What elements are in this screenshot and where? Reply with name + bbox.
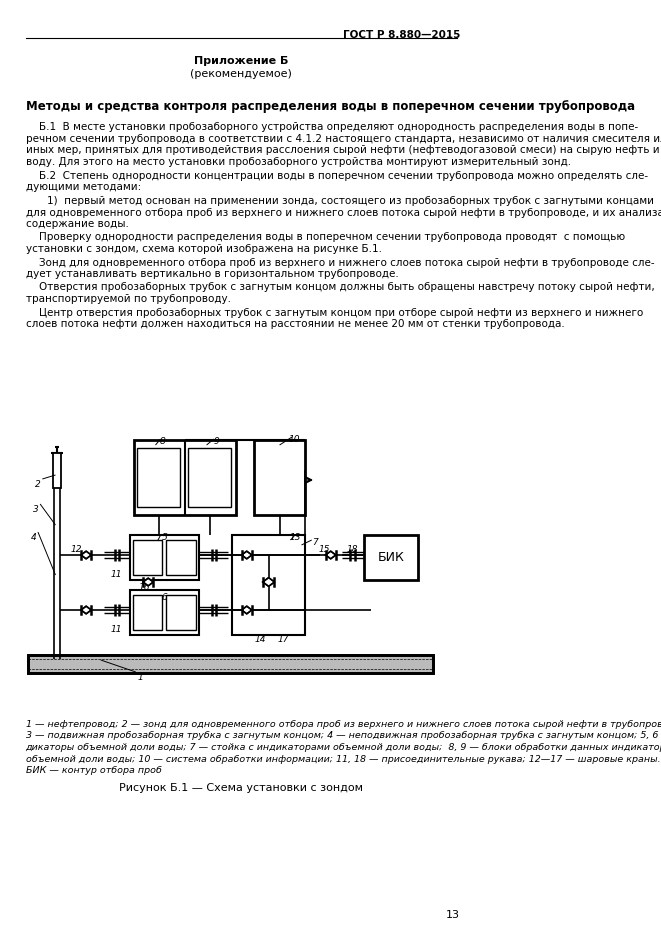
Text: 1)  первый метод основан на применении зонда, состоящего из пробозаборных трубок: 1) первый метод основан на применении зо…: [48, 196, 654, 206]
Text: 6: 6: [161, 593, 167, 602]
Bar: [28, 655, 433, 673]
Text: (рекомендуемое): (рекомендуемое): [190, 69, 292, 79]
Text: 13: 13: [290, 533, 301, 542]
Bar: [167, 595, 196, 630]
Text: Методы и средства контроля распределения воды в поперечном сечении трубопровода: Методы и средства контроля распределения…: [26, 100, 635, 113]
Bar: [137, 448, 180, 507]
Text: 8: 8: [160, 437, 166, 446]
Text: 13: 13: [446, 910, 460, 920]
Text: 5: 5: [161, 533, 167, 542]
Text: 12: 12: [71, 545, 83, 554]
Polygon shape: [81, 607, 91, 614]
Text: 15: 15: [319, 545, 330, 554]
Text: 11: 11: [111, 625, 122, 634]
Text: слоев потока нефти должен находиться на расстоянии не менее 20 мм от стенки труб: слоев потока нефти должен находиться на …: [26, 319, 564, 329]
Bar: [232, 535, 305, 635]
Text: 11: 11: [111, 570, 122, 579]
Text: Отверстия пробозаборных трубок с загнутым концом должны быть обращены навстречу : Отверстия пробозаборных трубок с загнуты…: [39, 283, 654, 292]
Text: ГОСТ Р 8.880—2015: ГОСТ Р 8.880—2015: [343, 30, 461, 40]
Text: 3 — подвижная пробозаборная трубка с загнутым концом; 4 — неподвижная пробозабор: 3 — подвижная пробозаборная трубка с заг…: [26, 732, 661, 740]
Text: Проверку однородности распределения воды в поперечном сечении трубопровода прово: Проверку однородности распределения воды…: [39, 232, 625, 242]
Text: 4: 4: [31, 533, 36, 542]
Bar: [364, 535, 418, 580]
Text: 18: 18: [346, 545, 358, 554]
Text: дикаторы объемной доли воды; 7 — стойка с индикаторами объемной доли воды;  8, 9: дикаторы объемной доли воды; 7 — стойка …: [26, 743, 661, 752]
Text: транспортируемой по трубопроводу.: транспортируемой по трубопроводу.: [26, 294, 231, 304]
Bar: [133, 540, 162, 575]
Text: дует устанавливать вертикально в горизонтальном трубопроводе.: дует устанавливать вертикально в горизон…: [26, 269, 399, 279]
Text: для одновременного отбора проб из верхнего и нижнего слоев потока сырой нефти в : для одновременного отбора проб из верхне…: [26, 208, 661, 217]
Text: объемной доли воды; 10 — система обработки информации; 11, 18 — присоединительны: объемной доли воды; 10 — система обработ…: [26, 754, 660, 764]
Polygon shape: [81, 551, 91, 559]
Text: 7: 7: [313, 538, 318, 547]
Text: дующими методами:: дующими методами:: [26, 183, 141, 193]
Text: Рисунок Б.1 — Схема установки с зондом: Рисунок Б.1 — Схема установки с зондом: [119, 783, 363, 793]
Text: 1: 1: [137, 673, 143, 682]
Polygon shape: [326, 551, 336, 559]
Polygon shape: [242, 551, 252, 559]
Text: 2: 2: [35, 480, 41, 489]
Text: Приложение Б: Приложение Б: [194, 56, 288, 66]
Bar: [188, 448, 231, 507]
Text: 14: 14: [254, 635, 266, 644]
Bar: [53, 453, 61, 488]
Text: Зонд для одновременного отбора проб из верхнего и нижнего слоев потока сырой неф: Зонд для одновременного отбора проб из в…: [39, 257, 654, 268]
Text: Центр отверстия пробозаборных трубок с загнутым концом при отборе сырой нефти из: Центр отверстия пробозаборных трубок с з…: [39, 308, 643, 317]
Text: воду. Для этого на место установки пробозаборного устройства монтируют измерител: воду. Для этого на место установки пробо…: [26, 156, 570, 167]
Text: 1 — нефтепровод; 2 — зонд для одновременного отбора проб из верхнего и нижнего с: 1 — нефтепровод; 2 — зонд для одновремен…: [26, 720, 661, 729]
Text: 10: 10: [288, 435, 300, 444]
Polygon shape: [242, 607, 252, 614]
Bar: [254, 440, 305, 515]
Bar: [28, 655, 433, 673]
Bar: [133, 595, 162, 630]
Text: Б.2  Степень однородности концентрации воды в поперечном сечении трубопровода мо: Б.2 Степень однородности концентрации во…: [39, 171, 648, 181]
Text: 3: 3: [33, 505, 39, 514]
Bar: [130, 535, 199, 580]
Polygon shape: [143, 578, 153, 586]
Text: 9: 9: [214, 437, 219, 446]
Text: БИК — контур отбора проб: БИК — контур отбора проб: [26, 766, 161, 775]
Text: 17: 17: [278, 635, 289, 644]
Bar: [134, 440, 236, 515]
Text: иных мер, принятых для противодействия расслоения сырой нефти (нефтеводогазовой : иных мер, принятых для противодействия р…: [26, 145, 659, 155]
Bar: [167, 540, 196, 575]
Text: 16: 16: [139, 583, 150, 592]
Text: Б.1  В месте установки пробозаборного устройства определяют однородность распред: Б.1 В месте установки пробозаборного уст…: [39, 122, 638, 132]
Text: установки с зондом, схема которой изображена на рисунке Б.1.: установки с зондом, схема которой изобра…: [26, 244, 381, 254]
Polygon shape: [263, 578, 274, 586]
Bar: [130, 590, 199, 635]
Text: содержание воды.: содержание воды.: [26, 219, 128, 229]
Text: БИК: БИК: [377, 551, 405, 564]
Text: речном сечении трубопровода в соответствии с 4.1.2 настоящего стандарта, независ: речном сечении трубопровода в соответств…: [26, 134, 661, 143]
